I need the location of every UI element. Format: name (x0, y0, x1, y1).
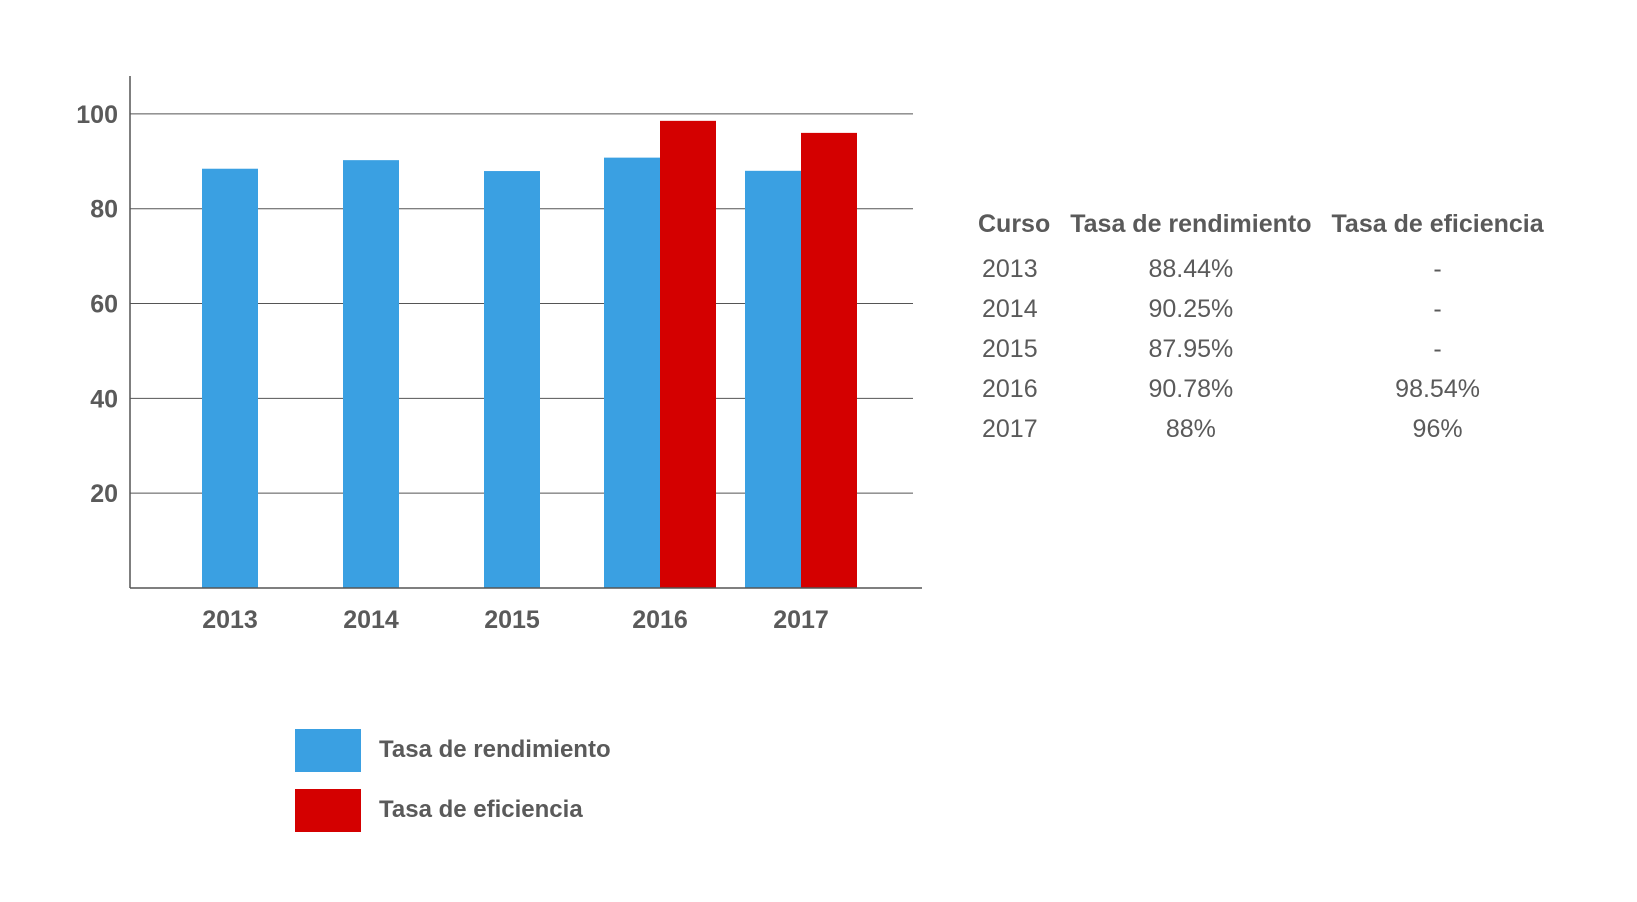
bar-eficiencia-2016 (660, 120, 716, 588)
table-cell-eficiencia: - (1433, 254, 1442, 283)
table-cell-rendimiento: 88% (1165, 414, 1216, 443)
table-cell-eficiencia: - (1433, 334, 1442, 363)
x-tick-labels: 2013 2014 2015 2016 2017 (202, 606, 829, 634)
bar-rendimiento-2016 (604, 157, 660, 588)
table-cell-rendimiento: 90.25% (1148, 294, 1234, 323)
table-row: 2015 87.95% - (972, 329, 1554, 369)
table-header-eficiencia: Tasa de eficiencia (1331, 210, 1544, 238)
bar-rendimiento-2014 (343, 160, 399, 589)
bar-rendimiento-2017 (745, 170, 801, 588)
table-cell-year: 2014 (982, 294, 1038, 323)
bar-eficiencia-2017 (801, 132, 857, 588)
table-row: 2014 90.25% - (972, 289, 1554, 329)
table-row: 2016 90.78% 98.54% (972, 369, 1554, 409)
table-header-row: Curso Tasa de rendimiento Tasa de eficie… (972, 210, 1554, 249)
y-tick-label: 40 (90, 385, 118, 413)
table-cell-year: 2015 (982, 334, 1038, 363)
table-cell-year: 2016 (982, 374, 1038, 403)
y-tick-label: 20 (90, 480, 118, 508)
bars (202, 120, 857, 589)
x-tick-label: 2016 (632, 606, 688, 634)
axes (129, 76, 922, 589)
x-tick-label: 2014 (343, 606, 399, 634)
table-cell-eficiencia: - (1433, 294, 1442, 323)
bar-rendimiento-2015 (484, 171, 540, 588)
legend-swatch-rendimiento (295, 728, 361, 772)
table-cell-rendimiento: 90.78% (1148, 374, 1234, 403)
table-cell-rendimiento: 87.95% (1148, 334, 1234, 363)
table-cell-eficiencia: 98.54% (1395, 374, 1480, 403)
legend-swatch-eficiencia (295, 788, 361, 832)
data-table: Curso Tasa de rendimiento Tasa de eficie… (972, 210, 1554, 449)
table-row: 2013 88.44% - (972, 249, 1554, 289)
bar-rendimiento-2013 (202, 168, 258, 588)
y-tick-label: 100 (76, 101, 118, 129)
table-cell-rendimiento: 88.44% (1148, 254, 1234, 283)
table-cell-eficiencia: 96% (1412, 414, 1463, 443)
table-header-curso: Curso (978, 210, 1051, 238)
legend: Tasa de rendimiento Tasa de eficiencia (295, 728, 611, 848)
legend-item-rendimiento: Tasa de rendimiento (295, 728, 611, 772)
table-header-rendimiento: Tasa de rendimiento (1070, 210, 1312, 238)
y-tick-label: 80 (90, 196, 118, 224)
x-tick-label: 2015 (484, 606, 540, 634)
legend-item-eficiencia: Tasa de eficiencia (295, 788, 611, 832)
table-cell-year: 2017 (982, 414, 1038, 443)
x-tick-label: 2013 (202, 606, 258, 634)
x-tick-label: 2017 (773, 606, 829, 634)
y-tick-label: 60 (90, 291, 118, 319)
legend-label-eficiencia: Tasa de eficiencia (379, 796, 583, 823)
bar-chart: 20 40 60 80 100 2013 2014 2015 2016 2017 (76, 76, 922, 634)
table-cell-year: 2013 (982, 254, 1038, 283)
table-row: 2017 88% 96% (972, 409, 1554, 449)
legend-label-rendimiento: Tasa de rendimiento (379, 736, 611, 763)
y-tick-labels: 20 40 60 80 100 (76, 101, 118, 508)
